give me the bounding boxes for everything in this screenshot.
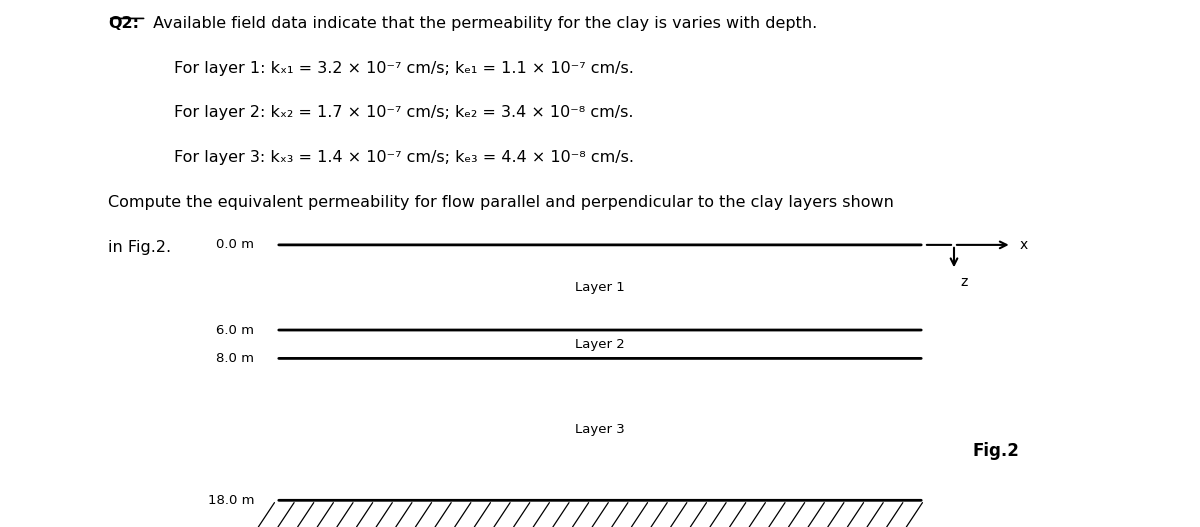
Text: 0.0 m: 0.0 m <box>216 238 254 251</box>
Text: Layer 3: Layer 3 <box>575 423 625 436</box>
Text: For layer 1: kₓ₁ = 3.2 × 10⁻⁷ cm/s; kₑ₁ = 1.1 × 10⁻⁷ cm/s.: For layer 1: kₓ₁ = 3.2 × 10⁻⁷ cm/s; kₑ₁ … <box>174 61 634 75</box>
Text: Compute the equivalent permeability for flow parallel and perpendicular to the c: Compute the equivalent permeability for … <box>108 195 894 210</box>
Text: 18.0 m: 18.0 m <box>208 494 254 507</box>
Text: For layer 2: kₓ₂ = 1.7 × 10⁻⁷ cm/s; kₑ₂ = 3.4 × 10⁻⁸ cm/s.: For layer 2: kₓ₂ = 1.7 × 10⁻⁷ cm/s; kₑ₂ … <box>174 105 634 120</box>
Text: Q2:: Q2: <box>108 16 139 31</box>
Text: z: z <box>960 276 967 289</box>
Text: in Fig.2.: in Fig.2. <box>108 240 172 255</box>
Text: Layer 2: Layer 2 <box>575 338 625 350</box>
Text: Available field data indicate that the permeability for the clay is varies with : Available field data indicate that the p… <box>148 16 817 31</box>
Text: Layer 1: Layer 1 <box>575 281 625 294</box>
Text: Fig.2: Fig.2 <box>972 442 1019 460</box>
Text: x: x <box>1020 238 1028 252</box>
Text: 6.0 m: 6.0 m <box>216 324 254 337</box>
Text: 8.0 m: 8.0 m <box>216 352 254 365</box>
Text: For layer 3: kₓ₃ = 1.4 × 10⁻⁷ cm/s; kₑ₃ = 4.4 × 10⁻⁸ cm/s.: For layer 3: kₓ₃ = 1.4 × 10⁻⁷ cm/s; kₑ₃ … <box>174 150 634 165</box>
